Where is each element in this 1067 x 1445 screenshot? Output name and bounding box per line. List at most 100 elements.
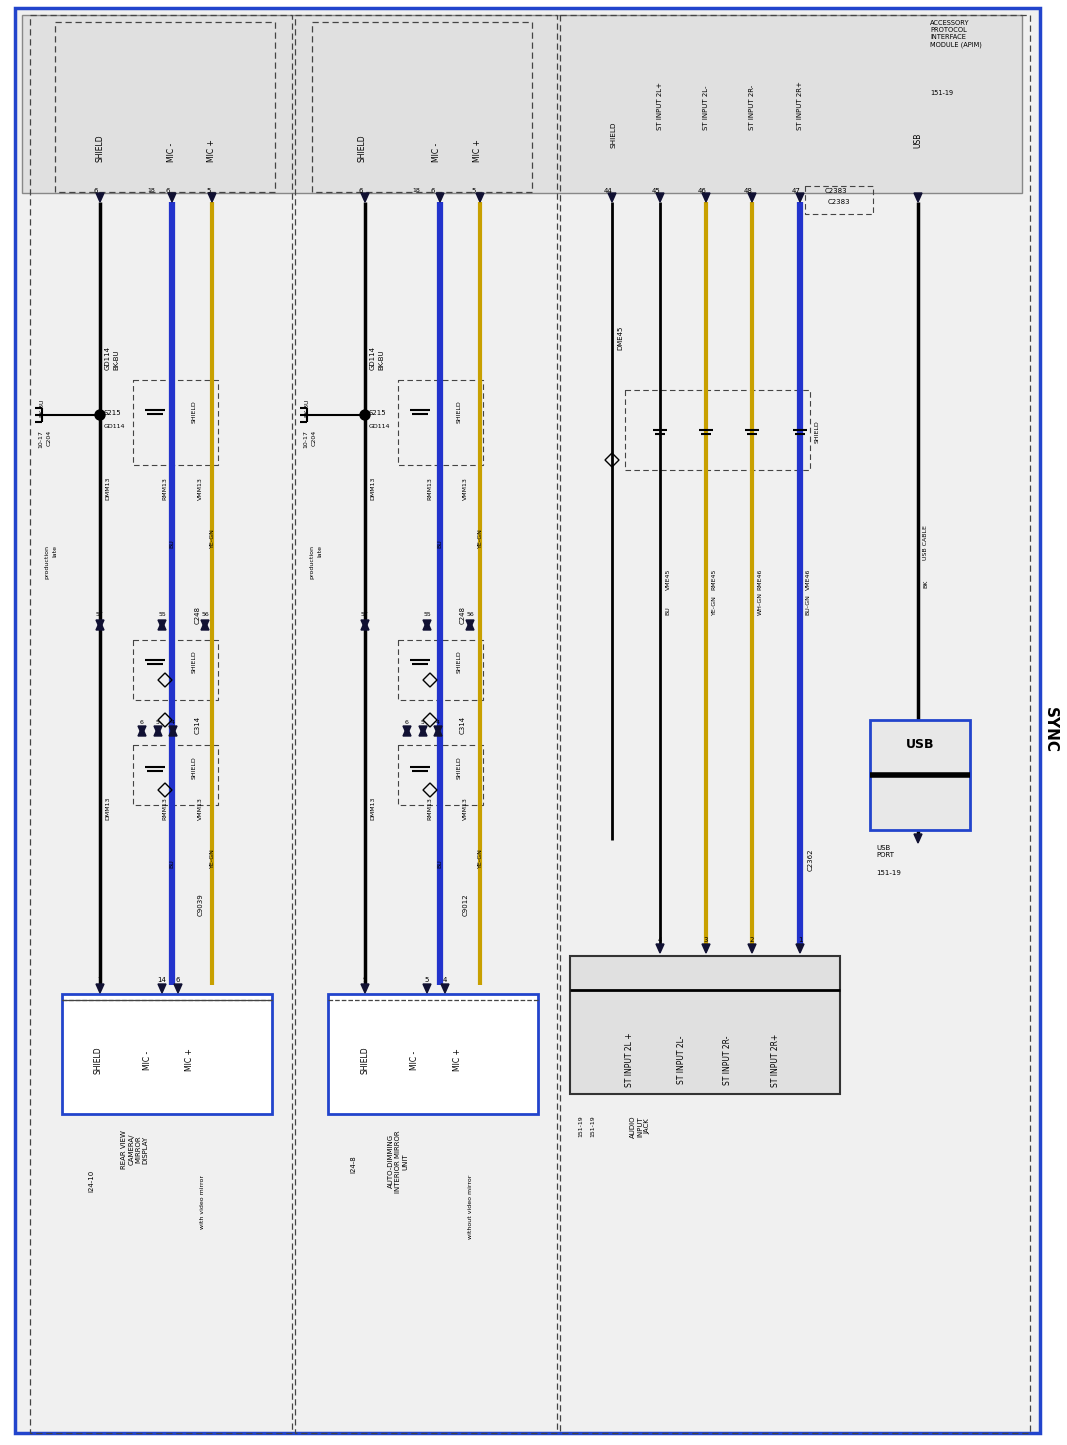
Polygon shape [656, 944, 664, 954]
Text: BU-GN: BU-GN [806, 594, 811, 616]
Text: C2362: C2362 [808, 848, 814, 871]
Polygon shape [361, 621, 369, 630]
Polygon shape [476, 194, 484, 202]
Text: RMM13: RMM13 [162, 477, 168, 500]
Polygon shape [748, 944, 757, 954]
Polygon shape [138, 727, 146, 736]
Text: S215: S215 [103, 410, 122, 416]
Text: I24-10: I24-10 [87, 1170, 94, 1192]
Text: AUDIO
INPUT
JACK: AUDIO INPUT JACK [630, 1116, 650, 1137]
Text: SHIELD: SHIELD [192, 650, 197, 673]
Polygon shape [201, 621, 209, 630]
Text: ST INPUT 2R+: ST INPUT 2R+ [771, 1033, 780, 1087]
Text: BU: BU [437, 539, 443, 548]
Text: RMM13: RMM13 [428, 798, 432, 819]
Text: USB CABLE: USB CABLE [924, 525, 928, 561]
Text: DMM13: DMM13 [106, 796, 111, 819]
Text: SYNC: SYNC [1042, 707, 1057, 753]
Text: 6: 6 [359, 188, 363, 194]
Text: 4: 4 [443, 977, 447, 983]
Text: 10-17: 10-17 [303, 431, 308, 448]
Polygon shape [748, 194, 757, 202]
Text: MIC +: MIC + [474, 139, 482, 162]
Polygon shape [702, 944, 710, 954]
Text: 6: 6 [176, 977, 180, 983]
Text: 6: 6 [405, 721, 409, 725]
Polygon shape [570, 957, 840, 1094]
Text: 5: 5 [207, 188, 211, 194]
Text: GD114: GD114 [369, 423, 391, 429]
Polygon shape [174, 984, 182, 993]
Text: SHIELD: SHIELD [357, 134, 366, 162]
Text: 56: 56 [466, 613, 474, 617]
Text: production: production [309, 545, 314, 579]
Text: MIC +: MIC + [207, 139, 217, 162]
Polygon shape [96, 194, 103, 202]
Text: YE-GN: YE-GN [478, 848, 482, 868]
Polygon shape [328, 994, 538, 1114]
Text: MIC +: MIC + [186, 1049, 194, 1071]
Text: BK-BU: BK-BU [39, 399, 44, 418]
Text: late: late [317, 545, 322, 556]
Polygon shape [169, 725, 177, 736]
Text: C204: C204 [47, 431, 52, 447]
Polygon shape [158, 620, 166, 629]
Text: 6: 6 [431, 188, 435, 194]
Text: YE-GN: YE-GN [209, 848, 214, 868]
Text: 151-19: 151-19 [578, 1116, 583, 1137]
Text: 7: 7 [98, 977, 102, 983]
Polygon shape [466, 621, 474, 630]
Text: SHIELD: SHIELD [457, 400, 462, 423]
Text: USB: USB [913, 133, 923, 147]
Text: BU: BU [170, 539, 175, 548]
Polygon shape [96, 984, 103, 993]
Polygon shape [608, 194, 616, 202]
Text: 55: 55 [158, 613, 165, 617]
Text: C314: C314 [195, 715, 201, 734]
Text: ST INPUT 2L-: ST INPUT 2L- [678, 1036, 686, 1084]
Text: 151-19: 151-19 [590, 1116, 595, 1137]
Text: GD114: GD114 [105, 345, 111, 370]
Polygon shape [466, 620, 474, 629]
Polygon shape [419, 727, 427, 736]
Polygon shape [361, 194, 369, 202]
Text: SHIELD: SHIELD [361, 1046, 369, 1074]
Polygon shape [208, 194, 216, 202]
Text: RME45: RME45 [712, 569, 717, 590]
Text: 4: 4 [658, 936, 663, 944]
Text: C248: C248 [460, 605, 466, 624]
Polygon shape [96, 620, 103, 629]
Text: 45: 45 [652, 188, 660, 194]
Text: ST INPUT 2L+: ST INPUT 2L+ [657, 82, 663, 130]
Text: BK-BU: BK-BU [304, 399, 309, 418]
Text: GD114: GD114 [103, 423, 126, 429]
Text: RMM13: RMM13 [428, 477, 432, 500]
Polygon shape [434, 727, 442, 736]
Text: YE-GN: YE-GN [478, 527, 482, 548]
Text: 2: 2 [750, 936, 754, 944]
Circle shape [95, 410, 105, 420]
Text: ST INPUT 2R+: ST INPUT 2R+ [797, 81, 803, 130]
Text: C2383: C2383 [828, 199, 850, 205]
Text: ACCESSORY
PROTOCOL
INTERFACE
MODULE (APIM): ACCESSORY PROTOCOL INTERFACE MODULE (API… [930, 20, 982, 48]
Text: 9: 9 [363, 977, 367, 983]
Polygon shape [62, 994, 272, 1114]
Text: WH-GN: WH-GN [758, 592, 763, 616]
Text: SHIELD: SHIELD [457, 650, 462, 673]
Polygon shape [914, 194, 922, 202]
Polygon shape [22, 14, 1022, 194]
Text: USB
PORT: USB PORT [876, 845, 894, 858]
Text: VMM13: VMM13 [197, 477, 203, 500]
Polygon shape [423, 620, 431, 629]
Text: AUTO-DIMMING
INTERIOR MIRROR
UNIT: AUTO-DIMMING INTERIOR MIRROR UNIT [388, 1130, 408, 1192]
Text: 151-19: 151-19 [876, 870, 901, 876]
Text: BU: BU [437, 860, 443, 868]
Text: ST INPUT 2L +: ST INPUT 2L + [625, 1033, 635, 1087]
Text: GD114: GD114 [370, 345, 376, 370]
Text: SHIELD: SHIELD [94, 1046, 102, 1074]
Text: C204: C204 [312, 431, 317, 447]
Polygon shape [158, 621, 166, 630]
Text: SHIELD: SHIELD [192, 400, 197, 423]
Polygon shape [154, 725, 162, 736]
Polygon shape [423, 621, 431, 630]
